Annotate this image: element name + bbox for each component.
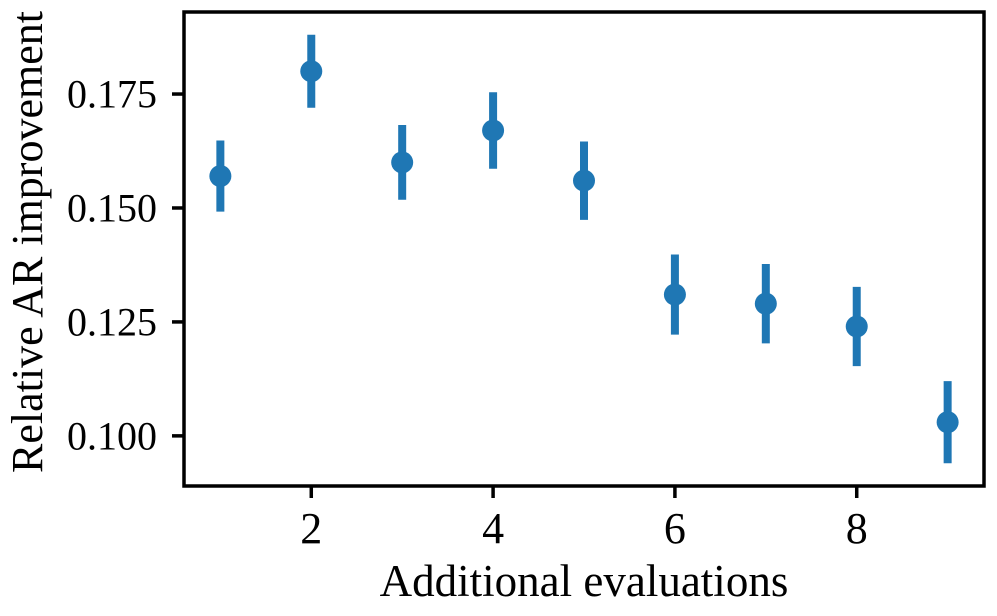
data-point-marker — [209, 165, 232, 188]
data-point-marker — [754, 292, 777, 315]
data-point-marker — [845, 315, 868, 338]
data-point-marker — [663, 283, 686, 306]
data-point-marker — [482, 119, 505, 142]
y-axis-label: Relative AR improvement — [3, 11, 52, 473]
x-tick-label: 8 — [846, 504, 868, 553]
x-tick-label: 6 — [664, 504, 686, 553]
data-point-marker — [573, 169, 595, 192]
x-axis-label: Additional evaluations — [379, 556, 789, 606]
x-tick-label: 4 — [482, 504, 504, 553]
y-tick-label: 0.150 — [67, 186, 157, 231]
x-tick-label: 2 — [300, 504, 322, 553]
data-point-marker — [936, 411, 959, 434]
data-point-marker — [391, 151, 414, 174]
data-point-marker — [300, 60, 323, 83]
y-tick-label: 0.100 — [67, 413, 157, 458]
y-tick-label: 0.125 — [67, 300, 157, 345]
plot-frame — [182, 10, 986, 488]
y-tick-label: 0.175 — [67, 72, 157, 117]
